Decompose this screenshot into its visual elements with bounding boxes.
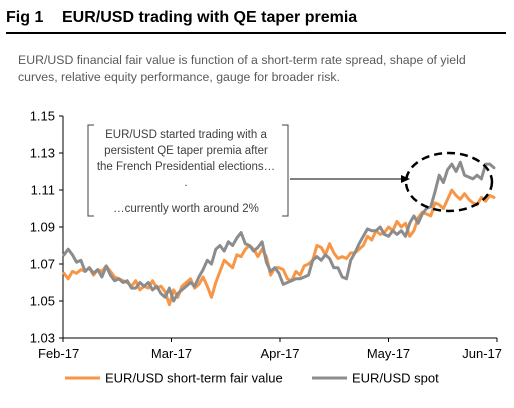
series-layer [62, 160, 496, 307]
annotation-arrowhead [401, 175, 410, 183]
figure-title: Fig 1 EUR/USD trading with QE taper premi… [6, 4, 506, 34]
annotation-text-line: EUR/USD started trading with a [105, 129, 267, 141]
y-tick-label: 1.13 [30, 146, 55, 161]
annotation-text-line: persistent QE taper premia after [104, 145, 268, 157]
x-tick-label: Jun-17 [462, 346, 502, 361]
y-tick-label: 1.15 [30, 109, 55, 124]
annotation-text-line: . [184, 177, 187, 189]
annotation-text-line: the French Presidential elections… [97, 161, 275, 173]
spot-line [62, 160, 496, 303]
annotation-bracket-left [87, 124, 94, 217]
y-tick-label: 1.11 [31, 183, 55, 198]
y-axis: 1.15 1.13 1.11 1.09 1.07 1.05 1.03 [30, 109, 64, 346]
y-tick-label: 1.07 [30, 257, 55, 272]
x-tick-label: Mar-17 [151, 346, 192, 361]
y-tick-label: 1.09 [30, 220, 55, 235]
x-axis: Feb-17 Mar-17 Apr-17 May-17 Jun-17 [38, 337, 502, 361]
legend-label: EUR/USD short-term fair value [105, 371, 283, 386]
x-tick-label: Feb-17 [38, 346, 79, 361]
figure-number: Fig 1 [6, 9, 44, 26]
legend: EUR/USD short-term fair value EUR/USD spo… [65, 371, 439, 386]
figure-title-text: EUR/USD trading with QE taper premia [62, 9, 358, 26]
annotation-bracket-right [282, 124, 289, 217]
chart-subtitle: EUR/USD financial fair value is function… [18, 53, 466, 84]
x-tick-label: May-17 [367, 346, 410, 361]
x-tick-label: Apr-17 [260, 346, 299, 361]
annotation-text-line: …currently worth around 2% [113, 203, 259, 215]
y-tick-label: 1.05 [30, 294, 55, 309]
annotation: EUR/USD started trading with a persistent… [87, 124, 494, 217]
legend-label: EUR/USD spot [352, 371, 439, 386]
highlight-ellipse [404, 151, 494, 213]
y-tick-label: 1.03 [30, 331, 55, 346]
